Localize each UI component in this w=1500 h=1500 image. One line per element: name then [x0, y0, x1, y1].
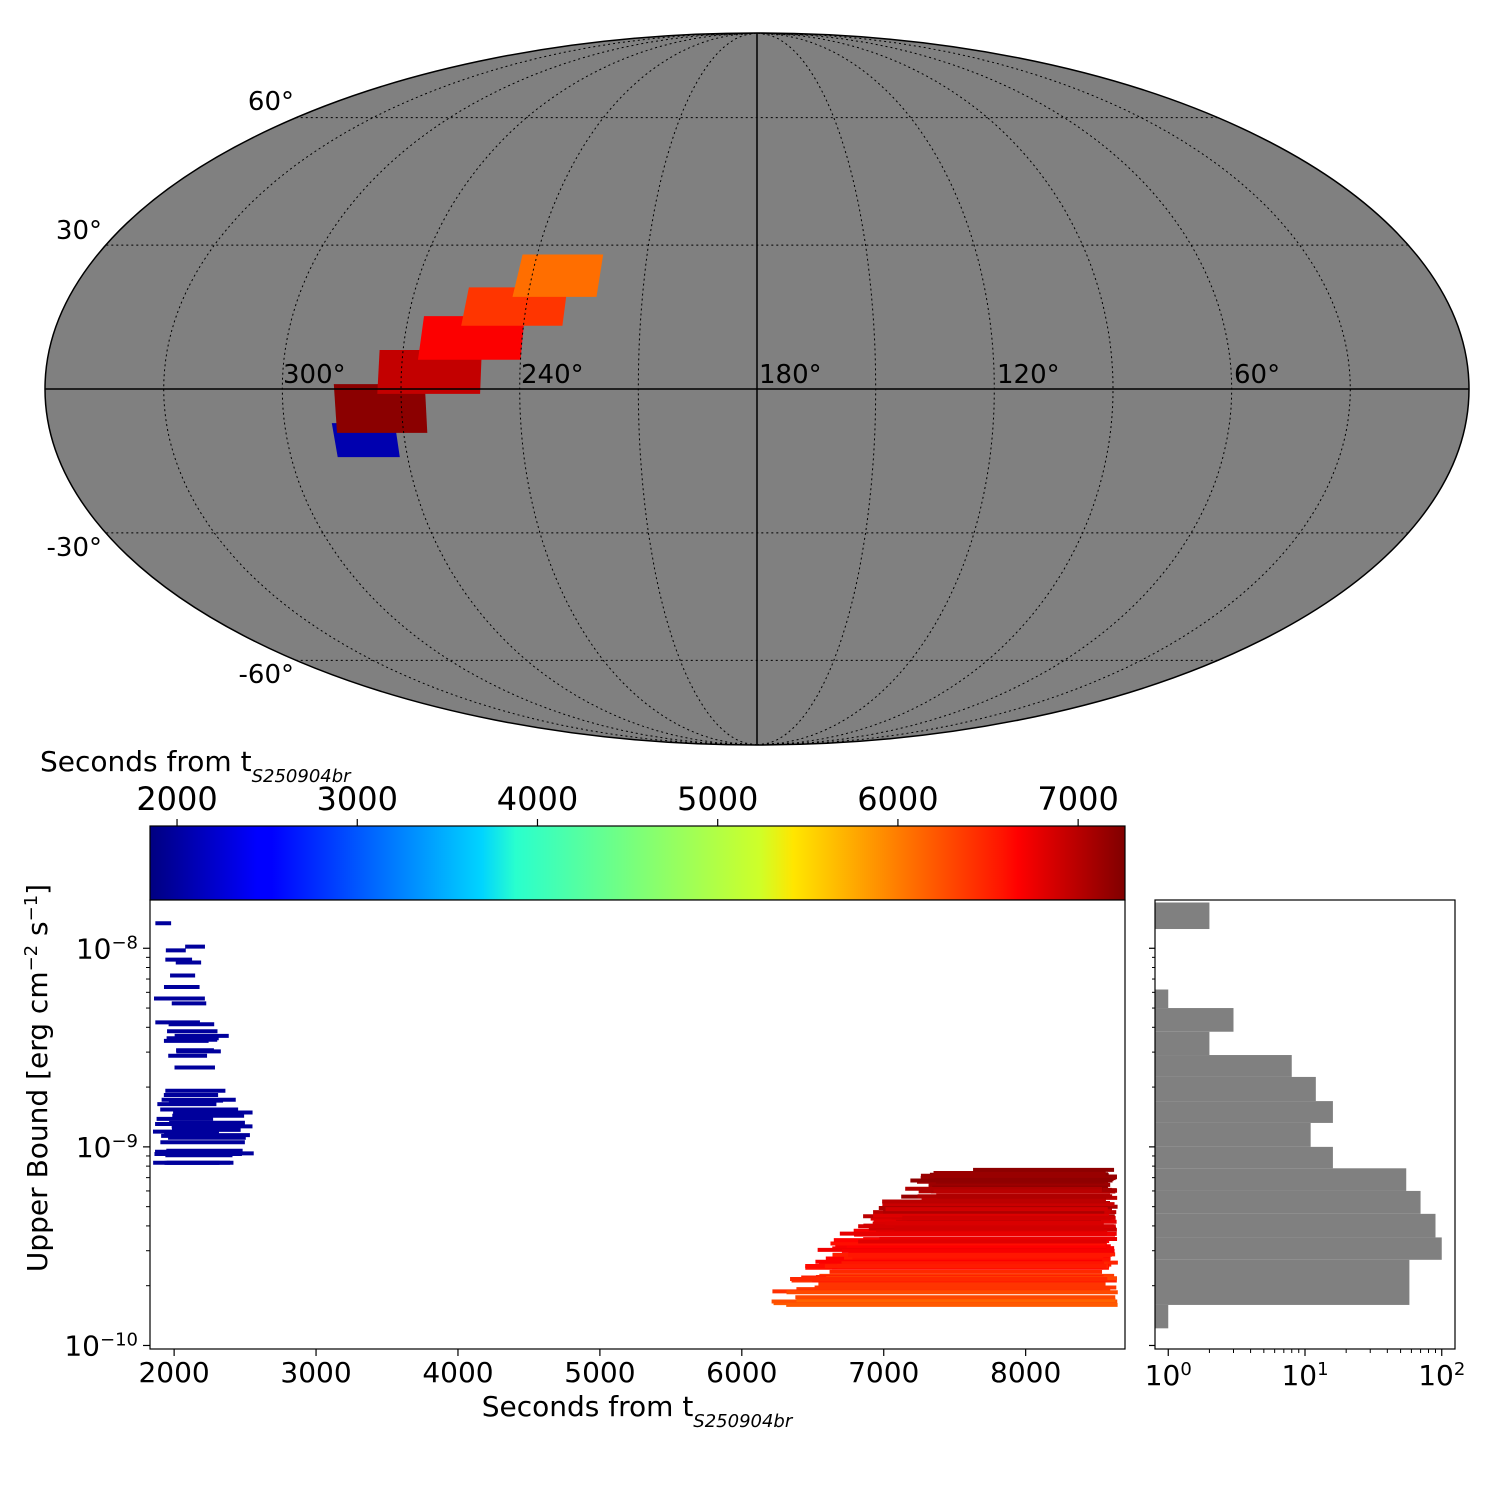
colorbar: Seconds from tS250904br 2000 3000 4000 5000…: [40, 745, 1126, 901]
histogram-tick-exponent: 0: [1180, 1359, 1191, 1380]
y-tick-exponent: −10: [100, 1329, 138, 1350]
histogram-bar: [1155, 1076, 1316, 1102]
x-tick-label: 5000: [564, 1356, 635, 1389]
lat-label-60: 60°: [248, 87, 294, 117]
lat-label-30: 30°: [56, 216, 102, 246]
localization-segment: [512, 254, 604, 297]
colorbar-tick-label: 7000: [1037, 780, 1118, 818]
meridian-line: [756, 33, 1114, 745]
y-tick-exponent: −8: [111, 932, 138, 953]
histogram-tick-base: 10: [1145, 1359, 1181, 1392]
histogram-tick-base: 10: [1418, 1359, 1454, 1392]
histogram-bar: [1155, 1213, 1436, 1238]
histogram-bar: [1155, 902, 1210, 930]
lon-label-120: 120°: [997, 360, 1060, 390]
lat-label-minus-60: -60°: [239, 660, 294, 690]
y-tick-exponent: −9: [111, 1130, 138, 1151]
lat-label-minus-30: -30°: [47, 533, 102, 563]
y-tick-base: 10: [64, 1329, 100, 1362]
histogram-tick-exponent: 1: [1317, 1359, 1328, 1380]
colorbar-gradient: [149, 825, 1126, 901]
y-tick-label: 10−8: [76, 932, 138, 966]
lon-label-180: 180°: [759, 360, 822, 390]
x-axis-ticks: 2000 3000 4000 5000 6000 7000 8000: [138, 1349, 1061, 1389]
histogram-bar: [1155, 1146, 1333, 1169]
colorbar-ticks: 2000 3000 4000 5000 6000 7000: [136, 780, 1119, 826]
sky-map: 60° 30° -30° -60° 300° 240° 180° 120° 60…: [44, 32, 1470, 746]
localization-segment: [461, 287, 568, 326]
localization-segment: [377, 350, 482, 394]
x-tick-label: 4000: [422, 1356, 493, 1389]
localization-segment: [333, 384, 428, 433]
histogram-bar: [1155, 1122, 1311, 1147]
histogram-panel: 100 101 102: [1145, 899, 1465, 1393]
y-tick-base: 10: [76, 1131, 112, 1164]
histogram-tick-base: 10: [1281, 1359, 1317, 1392]
y-tick-base: 10: [76, 932, 112, 965]
histogram-bar: [1155, 1168, 1407, 1191]
colorbar-tick-label: 5000: [677, 780, 758, 818]
y-axis-label: Upper Bound [erg cm−2 s−1]: [21, 884, 55, 1272]
histogram-bar: [1155, 989, 1169, 1009]
y-tick-label: 10−10: [64, 1329, 138, 1363]
histogram-bar: [1155, 1304, 1169, 1329]
histogram-bar: [1155, 1055, 1292, 1077]
histogram-x-tick-label: 100: [1145, 1359, 1192, 1393]
interval-segments: [152, 921, 1118, 1307]
y-tick-label: 10−9: [76, 1130, 138, 1164]
histogram-bars: [1155, 902, 1442, 1329]
histogram-x-tick-label: 101: [1281, 1359, 1328, 1393]
x-tick-label: 7000: [848, 1356, 919, 1389]
meridian-line: [163, 33, 758, 745]
histogram-bar: [1155, 1259, 1410, 1305]
x-tick-label: 2000: [138, 1356, 209, 1389]
histogram-ticks: 100 101 102: [1145, 947, 1465, 1393]
histogram-bar: [1155, 1237, 1442, 1260]
lon-label-300: 300°: [283, 360, 346, 390]
histogram-bar: [1155, 1008, 1234, 1032]
colorbar-label: Seconds from tS250904br: [40, 745, 352, 787]
histogram-bar: [1155, 1190, 1421, 1214]
histogram-bar: [1155, 1101, 1333, 1123]
lon-label-240: 240°: [521, 360, 584, 390]
histogram-tick-exponent: 2: [1454, 1359, 1465, 1380]
x-tick-label: 8000: [990, 1356, 1061, 1389]
upper-bound-plot: 2000 3000 4000 5000 6000 7000 8000 10−810−910−…: [21, 884, 1126, 1432]
localization-segment: [418, 316, 525, 360]
x-axis-label: Seconds from tS250904br: [482, 1390, 794, 1432]
x-tick-label: 3000: [280, 1356, 351, 1389]
colorbar-tick-label: 6000: [857, 780, 938, 818]
meridian-line: [756, 33, 1351, 745]
localization-region: [331, 254, 604, 458]
histogram-x-tick-label: 102: [1418, 1359, 1465, 1393]
plot-frame: [149, 899, 1126, 1350]
histogram-bar: [1155, 1031, 1210, 1056]
colorbar-tick-label: 2000: [136, 780, 217, 818]
colorbar-tick-label: 3000: [317, 780, 398, 818]
colorbar-tick-label: 4000: [497, 780, 578, 818]
x-tick-label: 6000: [706, 1356, 777, 1389]
y-axis-ticks: 10−810−910−10: [64, 932, 150, 1363]
meridian-line: [400, 33, 758, 745]
lon-label-60: 60°: [1234, 360, 1280, 390]
